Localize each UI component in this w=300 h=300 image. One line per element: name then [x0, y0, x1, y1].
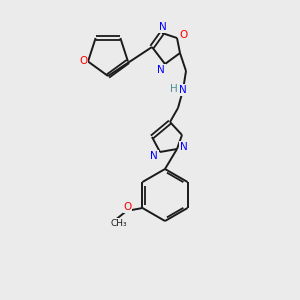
Text: N: N	[159, 22, 167, 32]
Text: O: O	[180, 30, 188, 40]
Text: CH₃: CH₃	[110, 218, 127, 227]
Text: N: N	[180, 142, 188, 152]
Text: N: N	[179, 85, 187, 95]
Text: O: O	[79, 56, 87, 67]
Text: H: H	[170, 84, 178, 94]
Text: N: N	[157, 65, 165, 75]
Text: N: N	[150, 151, 158, 161]
Text: O: O	[123, 202, 132, 212]
